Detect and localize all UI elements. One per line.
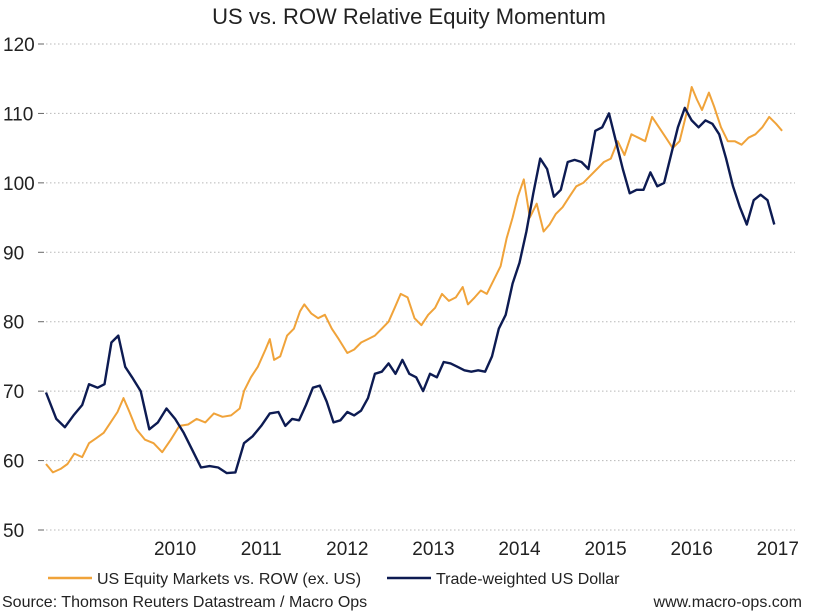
x-tick-label-2010: 2010 [154,539,196,560]
chart-title: US vs. ROW Relative Equity Momentum [212,4,606,29]
y-tick-label-100: 100 [3,174,35,195]
x-tick-label-2011: 2011 [241,539,282,560]
legend: US Equity Markets vs. ROW (ex. US) Trade… [48,571,620,588]
grid-lines [46,43,795,531]
y-tick-label-80: 80 [3,313,24,334]
x-tick-label-2012: 2012 [326,539,368,560]
y-tick-label-110: 110 [3,104,33,125]
series-line-us-dollar [44,106,776,475]
series-lines [44,86,783,475]
x-tick-label-2013: 2013 [412,539,454,560]
x-tick-label-2015: 2015 [584,539,626,560]
legend-label-us-equity: US Equity Markets vs. ROW (ex. US) [97,571,361,588]
y-tick-label-90: 90 [3,243,24,264]
y-tick-label-60: 60 [3,452,24,473]
y-tick-label-120: 120 [3,35,35,56]
series-line-us-equity [45,86,783,474]
x-tick-label-2016: 2016 [671,539,713,560]
chart: US vs. ROW Relative Equity Momentum 50 60… [3,4,799,588]
legend-label-us-dollar: Trade-weighted US Dollar [436,571,620,588]
footer: Source: Thomson Reuters Datastream / Mac… [0,594,818,613]
source-note: Source: Thomson Reuters Datastream / Mac… [2,594,368,611]
x-tick-label-2017: 2017 [757,539,799,560]
x-axis-ticks: 2010 2011 2012 2013 2014 2015 2016 2017 [154,539,799,560]
y-tick-label-70: 70 [3,382,24,403]
y-tick-label-50: 50 [3,521,24,542]
y-axis-ticks: 50 60 70 80 90 100 110 120 [3,35,44,542]
x-tick-label-2014: 2014 [498,539,541,560]
website-url[interactable]: www.macro-ops.com [653,594,802,611]
